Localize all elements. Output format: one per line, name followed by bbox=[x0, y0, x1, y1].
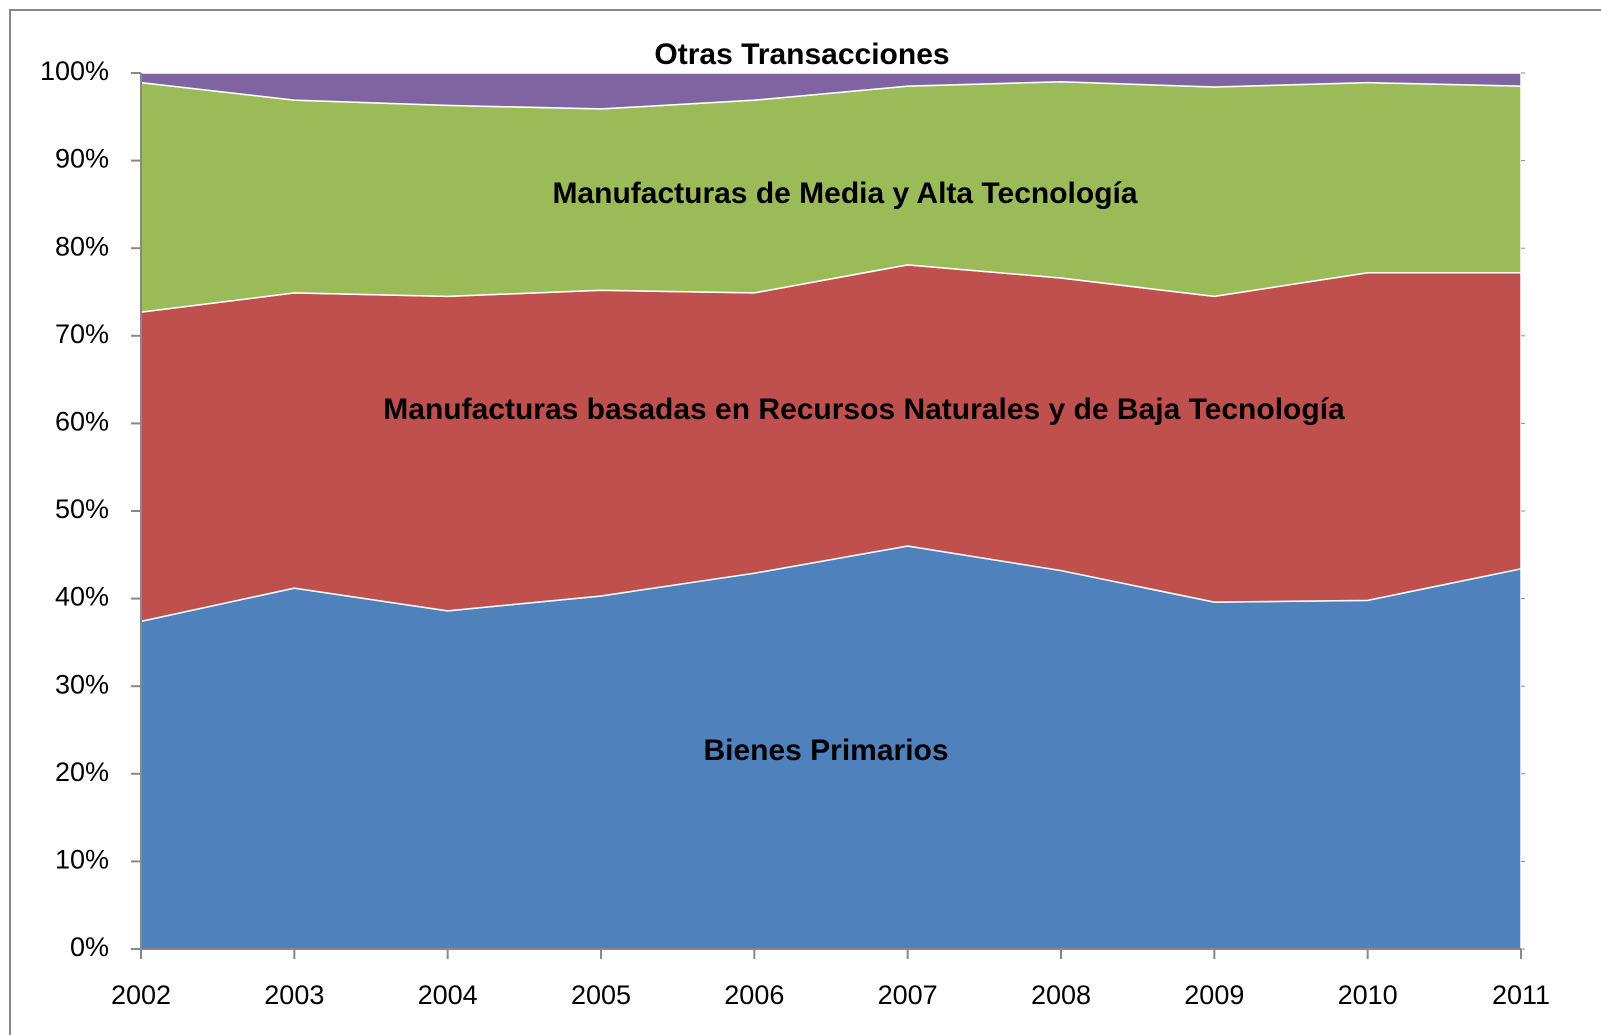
y-tick-label: 70% bbox=[55, 319, 109, 349]
x-tick-label: 2004 bbox=[418, 980, 478, 1010]
x-tick-label: 2010 bbox=[1338, 980, 1398, 1010]
x-tick-label: 2005 bbox=[571, 980, 631, 1010]
x-tick-label: 2007 bbox=[878, 980, 938, 1010]
series-label: Otras Transacciones bbox=[654, 38, 949, 71]
x-tick-label: 2009 bbox=[1184, 980, 1244, 1010]
y-tick-label: 20% bbox=[55, 757, 109, 787]
y-tick-label: 60% bbox=[55, 407, 109, 437]
y-tick-label: 30% bbox=[55, 669, 109, 699]
y-tick-label: 40% bbox=[55, 582, 109, 612]
y-tick-label: 100% bbox=[40, 56, 109, 86]
y-tick-label: 50% bbox=[55, 494, 109, 524]
x-tick-label: 2011 bbox=[1492, 980, 1550, 1010]
series-label: Manufacturas basadas en Recursos Natural… bbox=[383, 393, 1345, 426]
y-tick-label: 80% bbox=[55, 231, 109, 261]
series-label: Manufacturas de Media y Alta Tecnología bbox=[552, 177, 1137, 210]
x-tick-label: 2006 bbox=[724, 980, 784, 1010]
y-tick-label: 90% bbox=[55, 144, 109, 174]
area bbox=[140, 72, 1522, 110]
y-tick-label: 10% bbox=[55, 845, 109, 875]
series-label: Bienes Primarios bbox=[703, 734, 948, 767]
x-tick-label: 2003 bbox=[264, 980, 324, 1010]
x-tick-label: 2002 bbox=[111, 980, 171, 1010]
y-tick-label: 0% bbox=[70, 932, 109, 962]
x-tick-label: 2008 bbox=[1031, 980, 1091, 1010]
